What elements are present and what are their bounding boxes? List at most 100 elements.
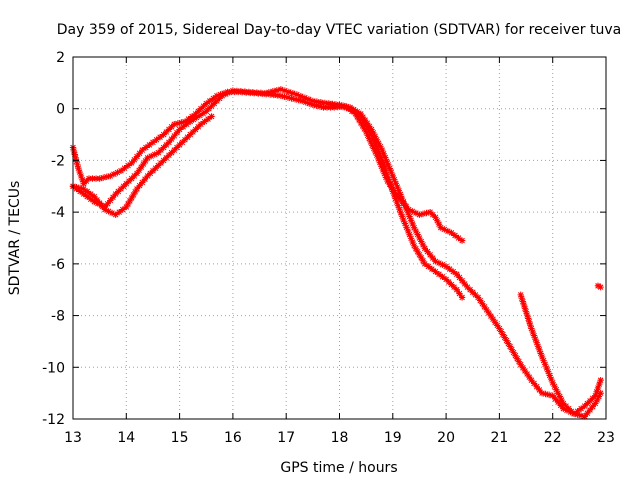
data-point-marker	[84, 188, 91, 195]
data-point-marker	[372, 148, 379, 156]
data-point-marker	[125, 177, 133, 185]
data-point-marker	[379, 166, 387, 174]
data-point-marker	[389, 188, 396, 195]
data-point-marker	[107, 172, 114, 180]
data-point-marker	[285, 88, 293, 96]
y-tick-label: -6	[51, 257, 65, 273]
data-point-marker	[410, 224, 418, 231]
data-point-marker	[451, 232, 459, 239]
data-point-marker	[270, 91, 277, 99]
data-point-marker	[273, 87, 281, 94]
data-point-marker	[366, 128, 373, 135]
data-point-marker	[131, 188, 139, 196]
data-point-marker	[404, 227, 412, 235]
data-point-marker	[309, 101, 317, 109]
data-point-marker	[483, 306, 490, 314]
data-point-marker	[249, 89, 257, 96]
data-point-marker	[149, 139, 157, 146]
data-point-marker	[439, 261, 446, 268]
data-point-marker	[512, 352, 519, 359]
data-point-marker	[200, 102, 207, 110]
data-point-marker	[153, 136, 160, 143]
data-point-marker	[160, 144, 167, 151]
data-point-marker	[435, 221, 443, 228]
data-point-marker	[453, 271, 460, 278]
data-point-marker	[510, 349, 517, 356]
data-point-marker	[163, 141, 170, 149]
data-point-marker	[119, 206, 126, 213]
data-point-marker	[213, 92, 221, 99]
data-point-marker	[374, 146, 381, 153]
y-axis-label: SDTVAR / TECUs	[7, 181, 23, 296]
x-tick-label: 15	[171, 430, 189, 446]
data-point-marker	[397, 191, 404, 198]
data-point-marker	[291, 96, 299, 103]
data-point-marker	[115, 188, 122, 195]
data-point-marker	[593, 396, 601, 404]
data-point-marker	[446, 265, 453, 273]
data-point-marker	[526, 373, 533, 381]
data-point-marker	[192, 110, 199, 118]
data-point-marker	[549, 379, 556, 386]
data-point-marker	[165, 139, 173, 146]
data-point-marker	[444, 227, 452, 235]
data-point-marker	[597, 377, 604, 384]
data-point-marker	[281, 93, 288, 100]
data-point-marker	[146, 141, 153, 149]
data-point-marker	[73, 158, 80, 165]
data-point-marker	[96, 199, 103, 207]
data-point-marker	[544, 368, 552, 375]
data-point-marker	[70, 147, 78, 155]
data-point-marker	[429, 254, 436, 262]
data-point-marker	[96, 175, 103, 182]
data-point-marker	[409, 208, 416, 215]
data-point-marker	[406, 231, 413, 238]
data-point-marker	[208, 113, 215, 120]
data-point-marker	[560, 400, 567, 407]
data-point-marker	[157, 146, 165, 154]
data-point-marker	[416, 251, 423, 259]
data-point-marker	[288, 95, 295, 102]
data-point-marker	[526, 318, 533, 325]
data-point-marker	[540, 357, 547, 364]
data-point-marker	[396, 206, 403, 213]
data-point-marker	[370, 145, 377, 152]
data-point-marker	[147, 152, 155, 160]
data-point-marker	[461, 280, 468, 288]
data-point-marker	[524, 315, 532, 322]
data-point-marker	[382, 167, 389, 174]
data-point-marker	[581, 413, 588, 420]
data-point-marker	[274, 92, 281, 99]
data-point-marker	[423, 209, 430, 217]
series-layer	[69, 86, 604, 420]
x-tick-label: 13	[64, 430, 82, 446]
data-point-marker	[267, 91, 274, 98]
data-point-marker	[432, 258, 439, 265]
data-point-marker	[419, 241, 427, 249]
data-point-marker	[536, 346, 543, 354]
data-point-marker	[361, 119, 368, 126]
data-point-marker	[416, 234, 423, 242]
data-point-marker	[584, 409, 591, 417]
x-tick-label: 23	[597, 430, 615, 446]
data-point-marker	[597, 389, 604, 397]
data-point-marker	[133, 185, 141, 193]
data-point-marker	[163, 128, 170, 136]
data-point-marker	[187, 118, 194, 125]
x-tick-label: 21	[490, 430, 508, 446]
data-point-marker	[366, 123, 373, 130]
data-point-marker	[99, 203, 106, 210]
y-tick-label: -4	[51, 205, 65, 221]
data-point-marker	[419, 257, 427, 265]
data-point-marker	[425, 263, 432, 270]
data-point-marker	[380, 150, 387, 157]
data-point-marker	[428, 265, 436, 273]
data-point-marker	[165, 126, 173, 133]
data-point-marker	[584, 400, 591, 407]
data-point-marker	[199, 110, 207, 117]
data-point-marker	[128, 175, 135, 182]
data-point-marker	[541, 361, 549, 368]
data-point-marker	[505, 340, 512, 347]
data-point-marker	[450, 268, 457, 275]
data-point-marker	[397, 209, 404, 216]
